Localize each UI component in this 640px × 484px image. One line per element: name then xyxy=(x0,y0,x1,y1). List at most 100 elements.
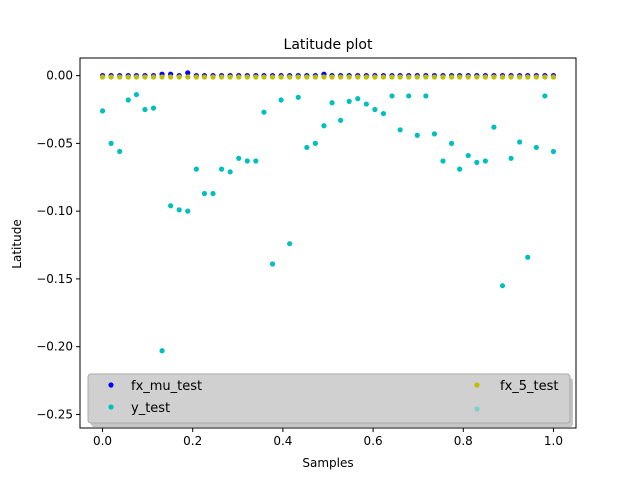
data-point xyxy=(448,74,455,80)
data-point xyxy=(338,74,344,80)
legend: fx_mu_test y_test fx_5_test xyxy=(87,373,573,427)
data-point xyxy=(125,74,131,80)
legend-label: fx_5_test xyxy=(500,379,559,394)
data-point xyxy=(210,74,216,80)
data-point xyxy=(185,208,191,214)
data-point xyxy=(372,106,378,113)
x-tick-label: 0.2 xyxy=(183,434,202,448)
data-point xyxy=(117,74,123,80)
data-point xyxy=(406,74,412,80)
data-point xyxy=(185,74,191,80)
data-point xyxy=(142,106,148,113)
data-point xyxy=(227,169,233,175)
data-point xyxy=(448,140,455,146)
data-point xyxy=(482,158,488,164)
legend-marker xyxy=(474,382,480,388)
data-point xyxy=(133,91,139,98)
data-point xyxy=(193,166,199,172)
x-tick-label: 0.6 xyxy=(364,434,383,448)
y-tick-label: −0.20 xyxy=(36,340,73,354)
data-point xyxy=(269,74,276,80)
data-point xyxy=(465,152,471,159)
data-point xyxy=(236,74,242,80)
x-tick-label: 1.0 xyxy=(544,434,563,448)
data-point xyxy=(201,74,208,80)
data-point xyxy=(431,131,438,137)
data-point xyxy=(533,74,539,80)
data-point xyxy=(499,74,506,80)
plot-area: 0.0 0.2 0.4 0.6 0.8 1.0 0.00 −0.05 −0.10 −0.15 −0.… xyxy=(36,57,577,448)
data-point xyxy=(125,97,131,103)
y-tick-label: −0.25 xyxy=(36,407,73,421)
data-point xyxy=(431,74,438,80)
legend-marker xyxy=(108,382,114,388)
data-point xyxy=(108,140,114,146)
data-point xyxy=(474,74,480,80)
data-point xyxy=(338,117,344,123)
data-point xyxy=(133,74,139,80)
data-point xyxy=(176,207,182,213)
data-point xyxy=(261,109,267,115)
legend-box xyxy=(87,373,571,424)
axes-frame xyxy=(79,57,577,429)
data-point xyxy=(491,124,497,130)
data-point xyxy=(269,261,276,267)
y-tick-label: −0.10 xyxy=(36,204,73,218)
data-point xyxy=(542,93,548,99)
data-point xyxy=(312,74,318,80)
data-point xyxy=(244,74,250,80)
data-point xyxy=(329,100,335,106)
data-point xyxy=(550,148,557,155)
data-point xyxy=(380,74,387,80)
data-point xyxy=(142,74,148,80)
data-point xyxy=(159,74,165,80)
data-point xyxy=(253,158,259,164)
legend-marker xyxy=(108,404,114,410)
data-point xyxy=(236,155,242,161)
y-tick-label: 0.00 xyxy=(46,69,73,83)
data-point xyxy=(108,74,114,80)
y-tick-label: −0.15 xyxy=(36,272,73,286)
data-point xyxy=(414,74,420,80)
data-point xyxy=(517,74,523,80)
data-point xyxy=(176,74,182,80)
legend-label: y_test xyxy=(131,401,170,416)
data-point xyxy=(346,98,352,104)
chart-title: Latitude plot xyxy=(284,37,373,53)
data-point xyxy=(355,96,361,102)
data-point xyxy=(253,74,259,80)
legend-marker xyxy=(474,406,480,412)
data-point xyxy=(508,155,514,161)
data-point xyxy=(465,74,471,80)
data-point xyxy=(482,74,488,80)
x-axis-label: Samples xyxy=(302,456,353,470)
data-point xyxy=(508,74,514,80)
data-point xyxy=(389,74,395,80)
data-point xyxy=(423,93,429,99)
data-point xyxy=(261,74,267,80)
data-point xyxy=(218,166,225,172)
data-point xyxy=(287,241,293,247)
data-point xyxy=(295,74,301,80)
data-point xyxy=(414,132,420,138)
data-point xyxy=(525,254,531,260)
legend-label: fx_mu_test xyxy=(131,379,202,394)
data-point xyxy=(389,93,395,99)
data-point xyxy=(533,144,539,151)
data-point xyxy=(218,74,225,80)
data-point xyxy=(457,166,463,172)
data-point xyxy=(542,74,548,80)
data-point xyxy=(499,283,506,289)
data-point xyxy=(397,74,403,80)
data-point xyxy=(287,74,293,80)
data-point xyxy=(304,144,310,151)
data-point xyxy=(550,74,557,80)
data-point xyxy=(99,74,106,80)
data-point xyxy=(295,94,301,100)
data-point xyxy=(363,74,369,80)
data-point xyxy=(372,74,378,80)
data-point xyxy=(168,74,174,80)
data-point xyxy=(423,74,429,80)
data-point xyxy=(380,110,387,117)
